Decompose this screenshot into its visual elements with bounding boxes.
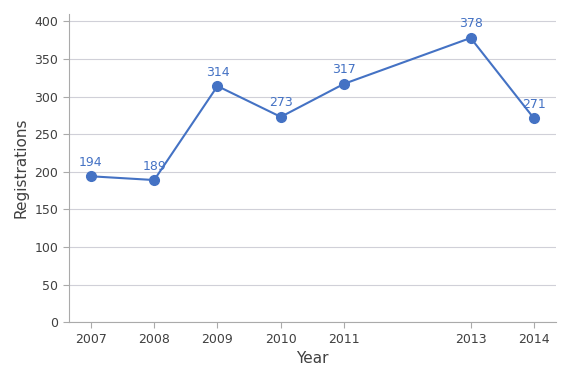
Text: 189: 189 (142, 160, 166, 173)
Text: 378: 378 (459, 17, 483, 30)
Text: 194: 194 (79, 156, 103, 169)
Y-axis label: Registrations: Registrations (14, 118, 29, 218)
Text: 271: 271 (522, 98, 546, 111)
Text: 273: 273 (269, 97, 292, 109)
X-axis label: Year: Year (296, 351, 329, 366)
Text: 317: 317 (332, 63, 356, 76)
Text: 314: 314 (206, 65, 229, 79)
